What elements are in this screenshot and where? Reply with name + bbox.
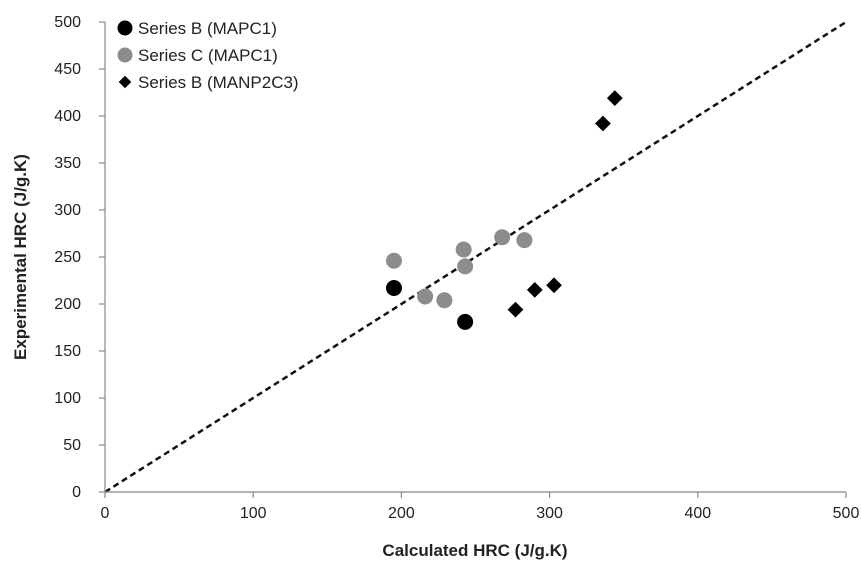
legend-label: Series B (MANP2C3): [138, 73, 299, 92]
y-tick-label: 400: [54, 108, 81, 125]
series-2: [385, 229, 533, 309]
tick-labels: 0 100 200 300 400 500 0 50 100 150 200 250 300 350 400…: [54, 14, 859, 522]
data-points: [385, 90, 623, 330]
data-point: [494, 229, 511, 246]
y-tick-label: 100: [54, 390, 81, 407]
y-tick-label: 300: [54, 202, 81, 219]
data-point: [546, 277, 562, 294]
x-axis-title: Calculated HRC (J/g.K): [382, 541, 567, 560]
axes: [99, 21, 847, 498]
y-tick-label: 50: [63, 437, 81, 454]
data-point: [385, 252, 402, 269]
y-tick-label: 150: [54, 343, 81, 360]
x-tick-label: 400: [684, 505, 711, 522]
legend: Series B (MAPC1) Series C (MAPC1) Series B…: [117, 19, 299, 92]
x-tick-label: 0: [101, 505, 110, 522]
y-tick-label: 0: [72, 484, 81, 501]
data-point: [455, 241, 472, 258]
data-point: [606, 90, 623, 107]
data-point: [385, 280, 402, 297]
legend-marker: [117, 47, 133, 63]
data-point: [507, 301, 524, 318]
data-point: [436, 292, 453, 309]
series-1: [385, 280, 474, 330]
x-tick-label: 500: [833, 505, 860, 522]
y-tick-label: 200: [54, 296, 81, 313]
legend-label: Series C (MAPC1): [138, 46, 278, 65]
x-tick-label: 300: [536, 505, 563, 522]
reference-line-layer: [104, 20, 847, 494]
legend-label: Series B (MAPC1): [138, 19, 277, 38]
data-point: [595, 115, 611, 132]
data-point: [526, 282, 543, 298]
x-tick-label: 200: [388, 505, 415, 522]
y-tick-label: 500: [54, 14, 81, 31]
reference-line: [104, 20, 847, 494]
legend-marker: [118, 75, 132, 89]
y-tick-label: 450: [54, 61, 81, 78]
y-tick-label: 350: [54, 155, 81, 172]
x-tick-label: 100: [240, 505, 267, 522]
legend-marker: [117, 20, 133, 36]
series-3: [507, 90, 623, 318]
y-tick-label: 250: [54, 249, 81, 266]
data-point: [417, 288, 434, 305]
data-point: [516, 232, 533, 249]
data-point: [457, 313, 474, 330]
data-point: [457, 258, 474, 275]
y-axis-title: Experimental HRC (J/g.K): [11, 154, 30, 360]
